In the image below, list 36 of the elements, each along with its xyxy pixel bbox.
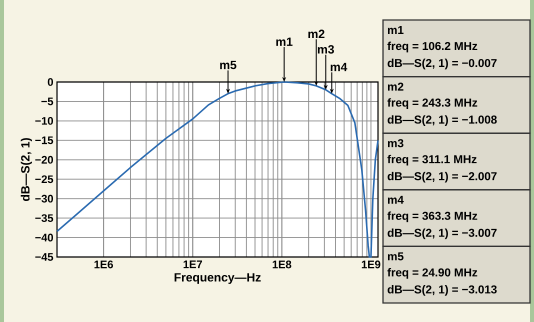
y-tick-label: −35 xyxy=(35,214,54,222)
annotation: m3 xyxy=(318,45,334,54)
text: dB—S(2, 1) = −2.007 xyxy=(388,172,497,183)
text: freq = 243.3 MHz xyxy=(387,98,478,109)
y-tick-label: 0 xyxy=(48,78,54,86)
y-tick-label: −40 xyxy=(35,234,54,242)
y-tick-label: −20 xyxy=(35,156,54,164)
text: dB—S(2, 1) = −3.007 xyxy=(388,228,497,240)
x-tick-label: 1E8 xyxy=(272,260,292,268)
text: freq = 363.3 MHz xyxy=(387,211,478,222)
text: dB—S(2, 1) = −0.007 xyxy=(388,58,497,70)
text: m2 xyxy=(388,82,404,91)
y-tick-label: −10 xyxy=(35,117,54,125)
text: m5 xyxy=(388,252,404,260)
text: m3 xyxy=(388,139,404,148)
text: m1 xyxy=(388,26,404,34)
y-axis-title: dB—S(2, 1) xyxy=(20,138,32,202)
text: m4 xyxy=(388,196,404,204)
x-axis-title: Frequency—Hz xyxy=(174,273,261,284)
text: freq = 24.90 MHz xyxy=(387,268,478,279)
y-tick-label: −15 xyxy=(35,136,54,144)
x-tick-label: 1E7 xyxy=(184,260,202,268)
x-tick-label: 1E9 xyxy=(362,260,380,268)
text: dB—S(2, 1) = −1.008 xyxy=(388,115,497,126)
y-tick-label: −45 xyxy=(35,253,54,261)
y-tick-label: −25 xyxy=(35,175,54,184)
annotation: m5 xyxy=(220,60,236,70)
annotation: m1 xyxy=(276,38,292,46)
y-tick-label: −5 xyxy=(41,98,54,106)
y-tick-label: −30 xyxy=(35,194,54,203)
annotation: m4 xyxy=(330,62,348,72)
text: freq = 311.1 MHz xyxy=(387,154,477,166)
text: freq = 106.2 MHz xyxy=(387,42,478,52)
x-tick-label: 1E6 xyxy=(94,260,113,268)
text: dB—S(2, 1) = −3.013 xyxy=(388,285,497,296)
annotation: m2 xyxy=(308,30,324,38)
